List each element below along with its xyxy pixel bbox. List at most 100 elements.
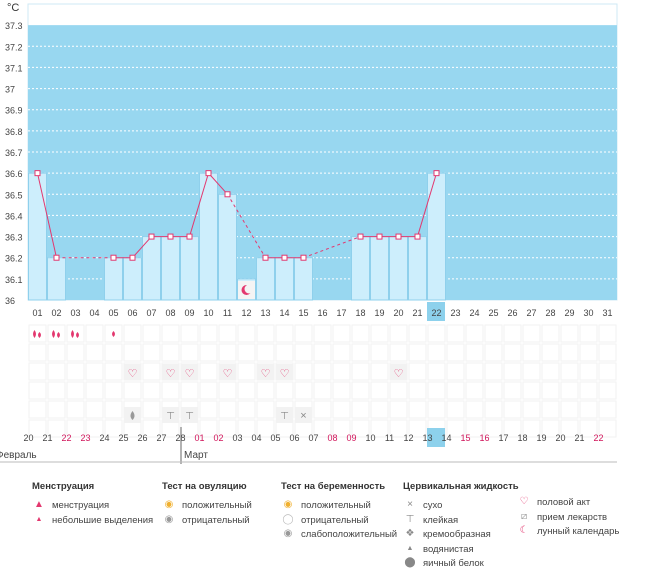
- sticky-icon[interactable]: ⊤: [185, 411, 194, 422]
- symptom-cell[interactable]: [313, 343, 332, 362]
- symptom-cell[interactable]: [579, 400, 598, 419]
- day-label[interactable]: 01: [32, 308, 42, 318]
- symptom-cell[interactable]: [503, 324, 522, 343]
- symptom-cell[interactable]: [351, 324, 370, 343]
- symptom-cell[interactable]: [579, 343, 598, 362]
- symptom-cell[interactable]: [237, 324, 256, 343]
- day-label[interactable]: 03: [70, 308, 80, 318]
- symptom-cell[interactable]: [237, 381, 256, 400]
- symptom-cell[interactable]: [104, 343, 123, 362]
- symptom-cell[interactable]: [465, 343, 484, 362]
- symptom-cell[interactable]: [370, 400, 389, 419]
- day-label[interactable]: 27: [526, 308, 536, 318]
- symptom-cell[interactable]: [47, 343, 66, 362]
- symptom-cell[interactable]: [522, 419, 541, 438]
- temperature-bar[interactable]: [256, 257, 275, 301]
- symptom-cell[interactable]: [28, 400, 47, 419]
- symptom-cell[interactable]: [598, 343, 617, 362]
- symptom-cell[interactable]: [370, 343, 389, 362]
- temperature-bar[interactable]: [370, 236, 389, 301]
- symptom-cell[interactable]: [332, 400, 351, 419]
- day-label[interactable]: 20: [393, 308, 403, 318]
- day-label[interactable]: 21: [412, 308, 422, 318]
- symptom-cell[interactable]: [199, 400, 218, 419]
- date-label[interactable]: 18: [517, 433, 527, 443]
- temperature-point[interactable]: [129, 254, 136, 261]
- symptom-cell[interactable]: [123, 324, 142, 343]
- symptom-cell[interactable]: [199, 419, 218, 438]
- date-label[interactable]: 12: [403, 433, 413, 443]
- symptom-cell[interactable]: [446, 381, 465, 400]
- symptom-cell[interactable]: [332, 381, 351, 400]
- date-label[interactable]: 25: [118, 433, 128, 443]
- symptom-cell[interactable]: [522, 343, 541, 362]
- symptom-cell[interactable]: [541, 362, 560, 381]
- symptom-cell[interactable]: [218, 400, 237, 419]
- sticky-icon[interactable]: ⊤: [280, 411, 289, 422]
- temperature-point[interactable]: [376, 233, 383, 240]
- symptom-cell[interactable]: [370, 419, 389, 438]
- symptom-cell[interactable]: [389, 381, 408, 400]
- date-label[interactable]: 23: [80, 433, 90, 443]
- symptom-cell[interactable]: [313, 324, 332, 343]
- heart-icon[interactable]: ♡: [261, 368, 271, 380]
- day-label[interactable]: 17: [336, 308, 346, 318]
- symptom-cell[interactable]: [313, 400, 332, 419]
- day-label[interactable]: 28: [545, 308, 555, 318]
- temperature-point[interactable]: [281, 254, 288, 261]
- date-label[interactable]: 05: [270, 433, 280, 443]
- symptom-cell[interactable]: [465, 381, 484, 400]
- temperature-bar[interactable]: [218, 193, 237, 301]
- symptom-cell[interactable]: [503, 343, 522, 362]
- symptom-cell[interactable]: [294, 324, 313, 343]
- symptom-cell[interactable]: [351, 400, 370, 419]
- symptom-cell[interactable]: [503, 381, 522, 400]
- date-label[interactable]: 09: [346, 433, 356, 443]
- symptom-cell[interactable]: [256, 400, 275, 419]
- day-label[interactable]: 07: [146, 308, 156, 318]
- symptom-cell[interactable]: [199, 324, 218, 343]
- symptom-cell[interactable]: [541, 381, 560, 400]
- symptom-cell[interactable]: [332, 343, 351, 362]
- symptom-cell[interactable]: [560, 381, 579, 400]
- symptom-cell[interactable]: [237, 362, 256, 381]
- day-label[interactable]: 11: [223, 308, 232, 318]
- date-label[interactable]: 08: [327, 433, 337, 443]
- temperature-bar[interactable]: [427, 172, 446, 301]
- symptom-cell[interactable]: [161, 324, 180, 343]
- symptom-cell[interactable]: [28, 343, 47, 362]
- temperature-bar[interactable]: [142, 236, 161, 301]
- temperature-point[interactable]: [205, 170, 212, 177]
- day-label[interactable]: 31: [602, 308, 612, 318]
- date-label[interactable]: 04: [251, 433, 261, 443]
- symptom-cell[interactable]: [180, 324, 199, 343]
- day-label[interactable]: 22: [431, 308, 441, 318]
- symptom-cell[interactable]: [161, 381, 180, 400]
- symptom-cell[interactable]: [47, 400, 66, 419]
- symptom-cell[interactable]: [161, 343, 180, 362]
- symptom-cell[interactable]: [142, 362, 161, 381]
- symptom-cell[interactable]: [142, 400, 161, 419]
- symptom-cell[interactable]: [446, 343, 465, 362]
- symptom-cell[interactable]: [85, 343, 104, 362]
- day-label[interactable]: 05: [108, 308, 118, 318]
- symptom-cell[interactable]: [541, 400, 560, 419]
- temperature-point[interactable]: [167, 233, 174, 240]
- day-label[interactable]: 10: [203, 308, 213, 318]
- date-label[interactable]: 20: [555, 433, 565, 443]
- symptom-cell[interactable]: [503, 400, 522, 419]
- symptom-cell[interactable]: [313, 381, 332, 400]
- symptom-cell[interactable]: [484, 381, 503, 400]
- symptom-cell[interactable]: [598, 400, 617, 419]
- symptom-cell[interactable]: [142, 381, 161, 400]
- date-label[interactable]: 14: [441, 433, 451, 443]
- symptom-cell[interactable]: [313, 419, 332, 438]
- symptom-cell[interactable]: [332, 419, 351, 438]
- symptom-cell[interactable]: [332, 362, 351, 381]
- symptom-cell[interactable]: [28, 362, 47, 381]
- symptom-cell[interactable]: [484, 362, 503, 381]
- symptom-cell[interactable]: [237, 343, 256, 362]
- date-label[interactable]: 24: [99, 433, 109, 443]
- date-label[interactable]: 06: [289, 433, 299, 443]
- symptom-cell[interactable]: [237, 400, 256, 419]
